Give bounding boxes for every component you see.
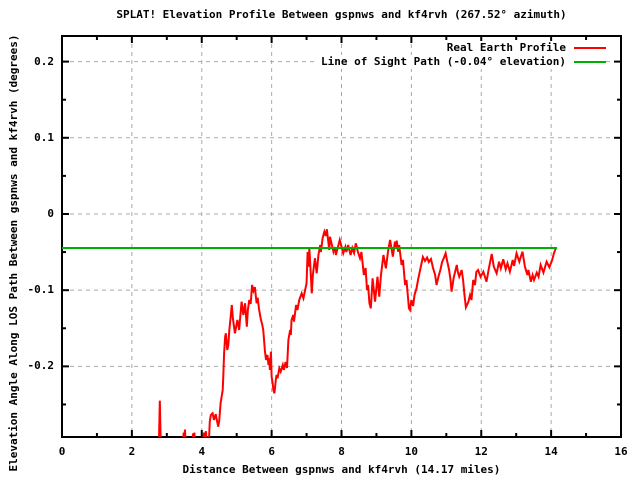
green-line-swatch-icon [574, 61, 606, 63]
x-tick-label: 12 [474, 445, 488, 458]
red-line-swatch-icon [574, 47, 606, 49]
x-axis-label: Distance Between gspnws and kf4rvh (14.1… [182, 463, 501, 476]
x-tick-label: 16 [614, 445, 628, 458]
x-tick-label: 2 [128, 445, 136, 458]
y-tick-label: -0.2 [27, 359, 55, 373]
x-tick-label: 4 [198, 445, 206, 458]
x-tick-label: 14 [544, 445, 558, 458]
x-tick-label: 10 [404, 445, 418, 458]
y-tick-label: -0.1 [27, 283, 55, 297]
legend-item-line-of-sight: Line of Sight Path (-0.04° elevation) [316, 55, 606, 69]
legend-label-line-of-sight: Line of Sight Path (-0.04° elevation) [320, 55, 566, 68]
x-tick-label: 0 [58, 445, 66, 458]
legend-label-real-earth-profile: Real Earth Profile [446, 41, 566, 54]
x-tick-label: 6 [268, 445, 275, 458]
legend: Real Earth Profile Line of Sight Path (-… [316, 41, 606, 69]
chart-title: SPLAT! Elevation Profile Between gspnws … [116, 8, 567, 21]
legend-item-real-earth-profile: Real Earth Profile [442, 41, 606, 55]
y-tick-label: 0 [47, 206, 54, 220]
real-earth-profile-line [158, 228, 557, 437]
y-tick-label: 0.2 [34, 54, 54, 68]
y-tick-label: 0.1 [34, 130, 54, 144]
x-tick-label: 8 [338, 445, 345, 458]
